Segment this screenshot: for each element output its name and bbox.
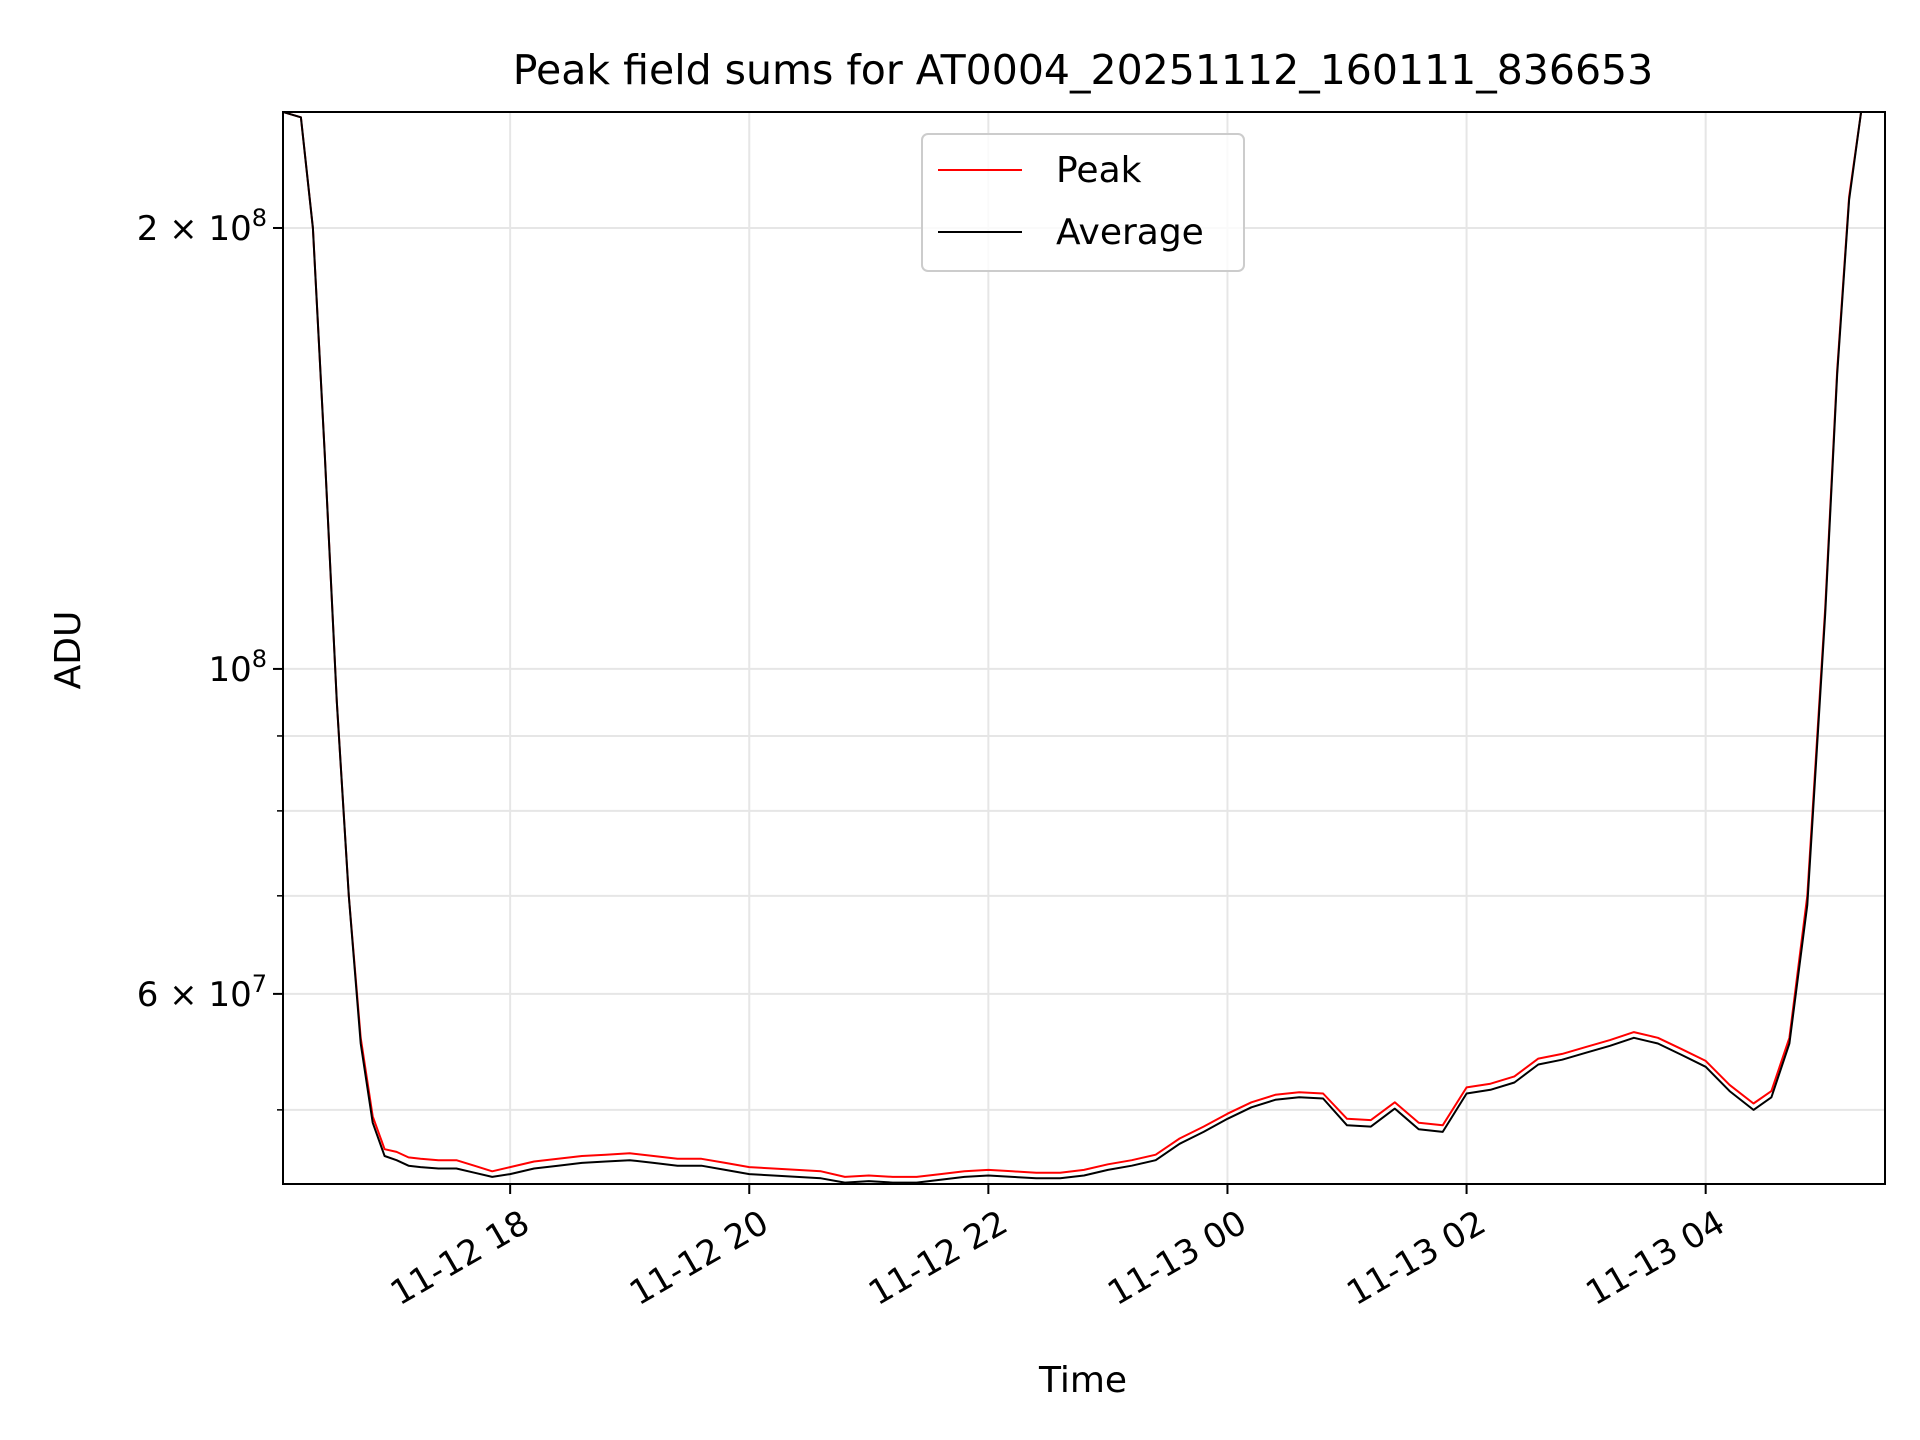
series-line-peak xyxy=(283,112,1885,1178)
series-line-average xyxy=(283,112,1885,1184)
legend-label-average: Average xyxy=(1056,212,1204,253)
y-tick-label: 6 × 107 xyxy=(137,970,267,1015)
series-layer xyxy=(283,112,1885,1184)
y-axis-label: ADU xyxy=(48,611,89,690)
y-tick-label: 2 × 108 xyxy=(137,204,267,249)
chart-title: Peak field sums for AT0004_20251112_1601… xyxy=(513,46,1653,94)
axes-frame xyxy=(282,111,1886,1185)
y-axis-ticks: 6 × 107 108 2 × 108 xyxy=(137,204,283,1111)
legend-box xyxy=(921,133,1245,272)
x-axis-label: Time xyxy=(1038,1360,1127,1401)
y-tick-label: 108 xyxy=(208,645,267,690)
grid xyxy=(283,112,1885,1184)
legend-label-peak: Peak xyxy=(1056,150,1142,191)
legend: Peak Average xyxy=(921,133,1245,272)
